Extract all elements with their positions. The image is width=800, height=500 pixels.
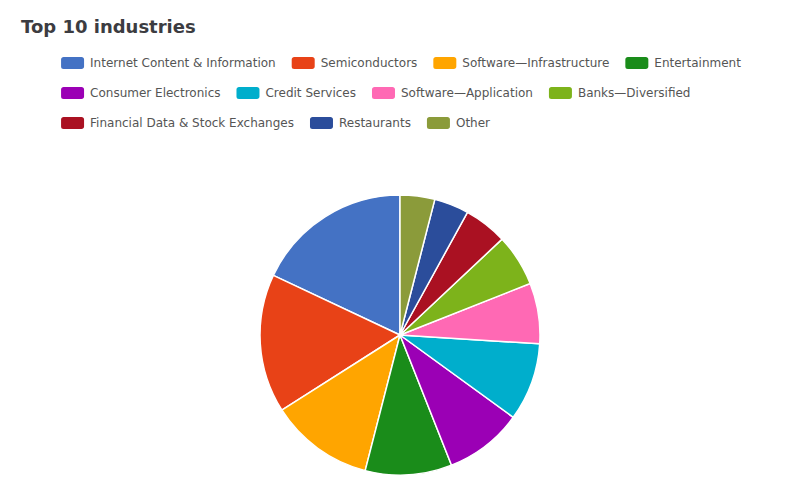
svg-text:Banks—Diversified: Banks—Diversified (578, 86, 691, 100)
svg-text:Entertainment: Entertainment (654, 56, 741, 70)
svg-text:Credit Services: Credit Services (265, 86, 356, 100)
svg-text:Other: Other (456, 116, 490, 130)
svg-text:Semiconductors: Semiconductors (321, 56, 418, 70)
svg-text:Restaurants: Restaurants (339, 116, 411, 130)
svg-text:Financial Data & Stock Exchang: Financial Data & Stock Exchanges (90, 116, 294, 130)
svg-text:Software—Infrastructure: Software—Infrastructure (462, 56, 609, 70)
svg-text:Internet Content & Information: Internet Content & Information (90, 56, 276, 70)
svg-text:Software—Application: Software—Application (401, 86, 533, 100)
svg-text:Top 10 industries: Top 10 industries (21, 16, 196, 37)
svg-text:Consumer Electronics: Consumer Electronics (90, 86, 220, 100)
